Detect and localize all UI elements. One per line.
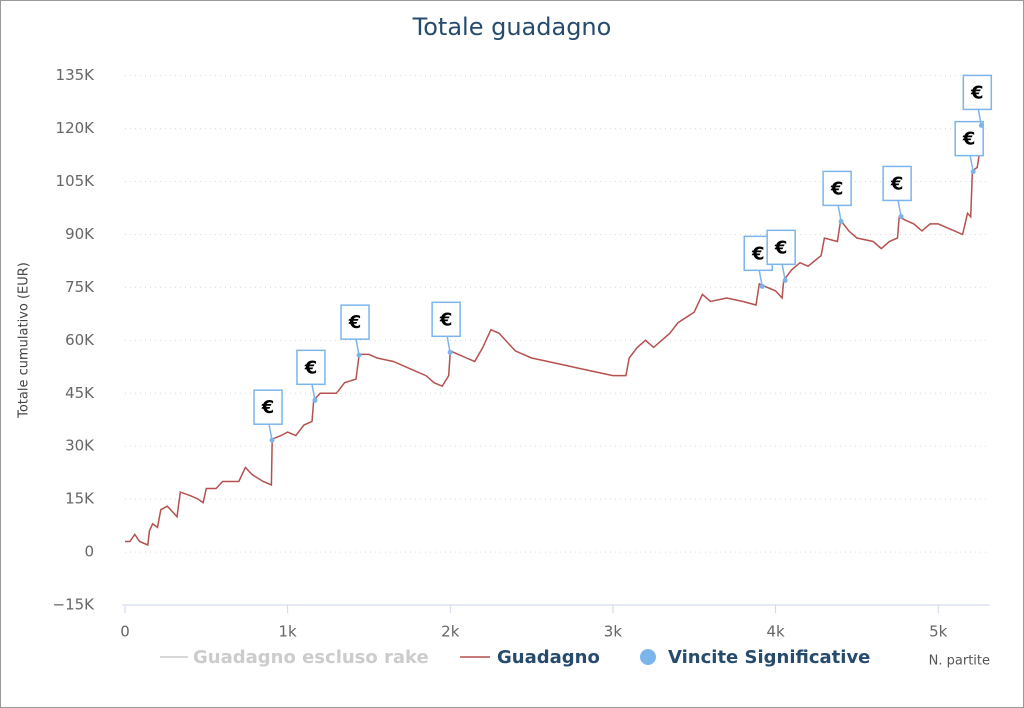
flag: € <box>340 304 370 358</box>
flag-label: € <box>304 357 318 378</box>
flag-label: € <box>261 397 275 418</box>
flag-connector <box>758 270 763 287</box>
point <box>356 352 362 358</box>
flag-connector <box>268 424 273 441</box>
flag-label: € <box>751 243 765 264</box>
point <box>782 277 788 283</box>
legend-symbol <box>640 649 656 665</box>
legend: Guadagno escluso rake Guadagno Vincite S… <box>160 647 870 668</box>
y-tick-label: 75K <box>65 278 95 296</box>
y-tick-label: 60K <box>65 331 95 349</box>
flag: € <box>296 349 326 403</box>
point <box>269 437 275 443</box>
flag-connector <box>897 200 902 217</box>
point <box>970 169 976 175</box>
flag-label: € <box>439 309 453 330</box>
flag: € <box>431 301 461 355</box>
flag: € <box>766 229 796 283</box>
flag-connector <box>837 205 842 222</box>
flag-box <box>954 120 984 157</box>
point <box>898 213 904 219</box>
y-tick-label: 30K <box>65 437 95 455</box>
flag-connector <box>977 109 983 126</box>
y-axis-title: Totale cumulativo (EUR) <box>17 262 32 419</box>
x-tick-label: 5k <box>929 623 948 641</box>
flag-connector <box>311 384 316 401</box>
y-tick-label: −15K <box>53 596 96 614</box>
flag: € <box>954 120 984 175</box>
y-tick-label: 120K <box>56 119 96 137</box>
x-axis-title: N. partite <box>929 654 990 669</box>
x-tick-label: 4k <box>766 623 785 641</box>
y-tick-label: 0 <box>84 543 94 561</box>
y-tick-label: 45K <box>65 384 95 402</box>
flag-label: € <box>890 173 904 194</box>
flag-label: € <box>774 237 788 258</box>
flag-box <box>962 74 993 111</box>
x-tick-label: 3k <box>604 623 623 641</box>
data-line <box>125 125 983 547</box>
flag-label: € <box>962 129 976 150</box>
y-tick-label: 15K <box>65 490 95 508</box>
point <box>447 349 453 355</box>
legend-label[interactable]: Guadagno <box>497 647 600 668</box>
legend-label[interactable]: Vincite Significative <box>668 647 870 668</box>
flag-box <box>822 170 852 207</box>
legend-label[interactable]: Guadagno escluso rake <box>193 647 429 668</box>
y-tick-label: 135K <box>56 66 96 84</box>
flag: € <box>822 170 852 224</box>
y-tick-label: 105K <box>56 172 96 190</box>
flag: € <box>253 389 283 443</box>
flag-connector <box>355 339 360 356</box>
flag-label: € <box>970 82 984 103</box>
x-tick-label: 2k <box>441 623 460 641</box>
point <box>838 218 844 224</box>
flag-label: € <box>830 178 844 199</box>
flag: € <box>882 165 912 219</box>
flag-connector <box>781 264 786 281</box>
flag-box <box>431 301 461 338</box>
flag: € <box>962 74 993 128</box>
point <box>759 283 765 289</box>
x-tick-label: 1k <box>279 623 298 641</box>
flag-label: € <box>348 312 362 333</box>
flag-box <box>882 165 912 202</box>
flag-box <box>296 349 326 386</box>
y-tick-label: 90K <box>65 225 95 243</box>
point <box>312 397 318 403</box>
flag-box <box>766 229 796 266</box>
x-tick-label: 0 <box>120 623 130 641</box>
point <box>978 122 984 128</box>
flag-connector <box>969 155 974 172</box>
flag-box <box>253 389 283 425</box>
flag-box <box>340 304 370 340</box>
flag-connector <box>446 336 451 353</box>
chart-title: Totale guadagno <box>412 13 612 41</box>
